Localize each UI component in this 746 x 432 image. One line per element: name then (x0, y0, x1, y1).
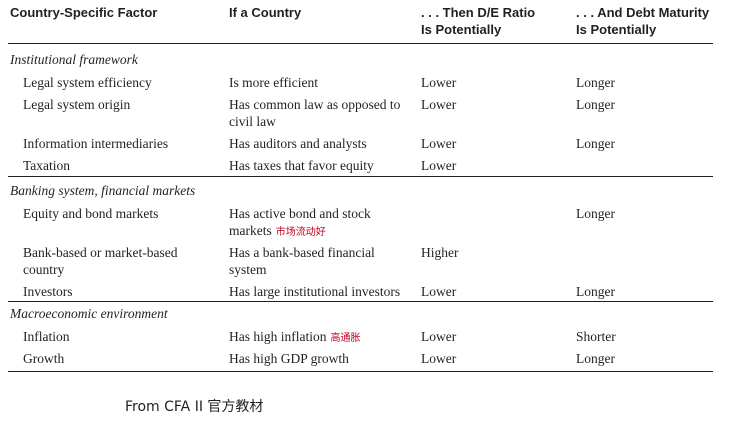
de-cell: Lower (421, 351, 457, 366)
maturity-cell: Longer (576, 284, 615, 299)
if-cell: Has a bank-based financial system (229, 245, 375, 277)
section-title: Banking system, financial markets (10, 183, 196, 198)
de-cell: Lower (421, 97, 457, 112)
de-cell: Lower (421, 158, 457, 173)
if-cell-line2: markets 市场流动好 (229, 223, 326, 238)
maturity-cell: Longer (576, 136, 615, 151)
if-cell: Has large institutional investors (229, 284, 401, 299)
if-cell: Has auditors and analysts (229, 136, 367, 151)
maturity-cell: Longer (576, 351, 615, 366)
de-cell: Higher (421, 245, 459, 260)
factor-cell: Growth (23, 351, 65, 366)
if-cell: Has high inflation 高通胀 (229, 328, 361, 347)
section-rule (8, 176, 713, 177)
if-cell-text: Has high inflation (229, 329, 327, 344)
if-cell: Has taxes that favor equity (229, 158, 374, 173)
section-title: Institutional framework (10, 52, 138, 67)
if-cell: Is more efficient (229, 75, 318, 90)
maturity-cell: Longer (576, 97, 615, 112)
de-cell: Lower (421, 136, 457, 151)
if-cell: Has common law as opposed to civil law (229, 97, 401, 129)
factor-cell: Bank-based or market-based country (23, 245, 178, 277)
maturity-cell: Shorter (576, 329, 616, 344)
if-cell-line1: Has active bond and stock (229, 206, 371, 221)
de-cell: Lower (421, 75, 457, 90)
header-rule (8, 43, 713, 44)
header-if-country: If a Country (229, 5, 302, 20)
maturity-cell: Longer (576, 75, 615, 90)
annotation-note: 市场流动好 (275, 227, 326, 238)
header-debt-maturity: . . . And Debt Maturity Is Potentially (576, 5, 710, 37)
maturity-cell: Longer (576, 206, 615, 221)
section-title: Macroeconomic environment (10, 306, 168, 321)
factor-cell: Inflation (23, 329, 70, 344)
header-factor: Country-Specific Factor (10, 5, 158, 20)
annotation-note: 高通胀 (330, 333, 361, 344)
factor-cell: Investors (23, 284, 73, 299)
if-cell: Has high GDP growth (229, 351, 349, 366)
table-bottom-rule (8, 371, 713, 372)
section-rule (8, 301, 713, 302)
factor-cell: Legal system efficiency (23, 75, 152, 90)
source-note: From CFA II 官方教材 (125, 399, 264, 415)
de-cell: Lower (421, 284, 457, 299)
factor-cell: Taxation (23, 158, 71, 173)
de-cell: Lower (421, 329, 457, 344)
factor-cell: Equity and bond markets (23, 206, 159, 221)
header-de-ratio: . . . Then D/E Ratio Is Potentially (421, 5, 536, 37)
factor-cell: Legal system origin (23, 97, 131, 112)
factor-cell: Information intermediaries (23, 136, 169, 151)
